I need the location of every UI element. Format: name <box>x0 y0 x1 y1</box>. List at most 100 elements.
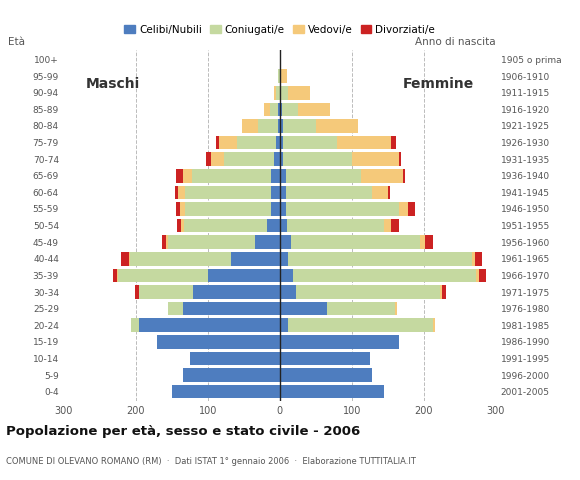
Bar <box>139 318 280 332</box>
Bar <box>185 202 271 216</box>
Bar <box>281 86 288 99</box>
Bar <box>270 103 278 116</box>
Bar <box>282 103 298 116</box>
Bar <box>408 202 415 216</box>
Bar <box>280 202 285 216</box>
Bar <box>280 119 284 133</box>
Bar <box>398 152 401 166</box>
Bar <box>280 86 281 99</box>
Bar <box>284 136 338 149</box>
Bar <box>280 335 398 348</box>
Bar <box>181 219 184 232</box>
Bar <box>287 219 385 232</box>
Bar <box>280 219 287 232</box>
Bar <box>224 152 274 166</box>
Bar <box>284 119 316 133</box>
Bar <box>280 318 288 332</box>
Bar <box>280 269 293 282</box>
Bar <box>192 169 271 182</box>
Bar <box>175 186 177 199</box>
Bar <box>280 385 385 398</box>
Bar <box>183 169 192 182</box>
Bar <box>177 219 181 232</box>
Bar <box>237 136 276 149</box>
Bar <box>392 136 396 149</box>
Bar <box>385 219 392 232</box>
Bar <box>278 119 280 133</box>
Bar <box>478 269 486 282</box>
Bar <box>433 318 434 332</box>
Bar <box>177 186 185 199</box>
Bar <box>231 252 280 265</box>
Bar <box>117 269 118 282</box>
Bar <box>316 119 358 133</box>
Bar <box>280 186 285 199</box>
Text: Popolazione per età, sesso e stato civile - 2006: Popolazione per età, sesso e stato civil… <box>6 425 360 438</box>
Bar <box>118 269 208 282</box>
Bar <box>185 186 271 199</box>
Bar <box>400 202 408 216</box>
Bar <box>352 152 398 166</box>
Bar <box>440 285 442 299</box>
Bar <box>361 169 403 182</box>
Bar <box>288 252 472 265</box>
Bar <box>280 302 327 315</box>
Bar <box>258 119 278 133</box>
Bar <box>157 335 280 348</box>
Bar <box>280 235 291 249</box>
Bar <box>395 302 397 315</box>
Bar <box>403 169 405 182</box>
Bar <box>280 352 370 365</box>
Bar <box>176 169 183 182</box>
Bar <box>190 352 280 365</box>
Bar <box>216 136 219 149</box>
Bar <box>276 136 280 149</box>
Bar <box>293 269 476 282</box>
Bar <box>113 269 117 282</box>
Bar <box>392 219 398 232</box>
Bar <box>129 252 130 265</box>
Text: Femmine: Femmine <box>403 77 474 92</box>
Bar <box>206 152 211 166</box>
Bar <box>285 169 361 182</box>
Bar <box>475 252 482 265</box>
Bar <box>255 235 280 249</box>
Bar <box>338 136 392 149</box>
Bar <box>193 285 280 299</box>
Bar <box>278 103 280 116</box>
Bar <box>264 103 270 116</box>
Bar <box>296 285 440 299</box>
Bar <box>168 235 255 249</box>
Bar <box>183 368 280 382</box>
Bar <box>219 136 237 149</box>
Bar <box>388 186 390 199</box>
Bar <box>274 152 280 166</box>
Bar <box>130 318 139 332</box>
Text: Età: Età <box>8 37 24 47</box>
Bar <box>372 186 388 199</box>
Bar <box>121 252 129 265</box>
Bar <box>285 186 372 199</box>
Bar <box>184 219 267 232</box>
Bar <box>276 86 280 99</box>
Bar <box>162 235 166 249</box>
Bar <box>271 169 280 182</box>
Bar <box>271 202 280 216</box>
Bar <box>274 86 276 99</box>
Bar <box>420 235 425 249</box>
Bar <box>280 103 282 116</box>
Bar <box>298 103 330 116</box>
Bar <box>280 69 281 83</box>
Bar <box>139 285 193 299</box>
Bar <box>211 152 224 166</box>
Bar <box>267 219 280 232</box>
Text: COMUNE DI OLEVANO ROMANO (RM)  ·  Dati ISTAT 1° gennaio 2006  ·  Elaborazione TU: COMUNE DI OLEVANO ROMANO (RM) · Dati IST… <box>6 457 416 466</box>
Bar <box>425 235 433 249</box>
Bar <box>180 202 185 216</box>
Bar <box>183 302 280 315</box>
Bar <box>288 86 310 99</box>
Bar <box>288 318 433 332</box>
Bar <box>176 202 180 216</box>
Bar <box>476 269 478 282</box>
Bar <box>285 202 400 216</box>
